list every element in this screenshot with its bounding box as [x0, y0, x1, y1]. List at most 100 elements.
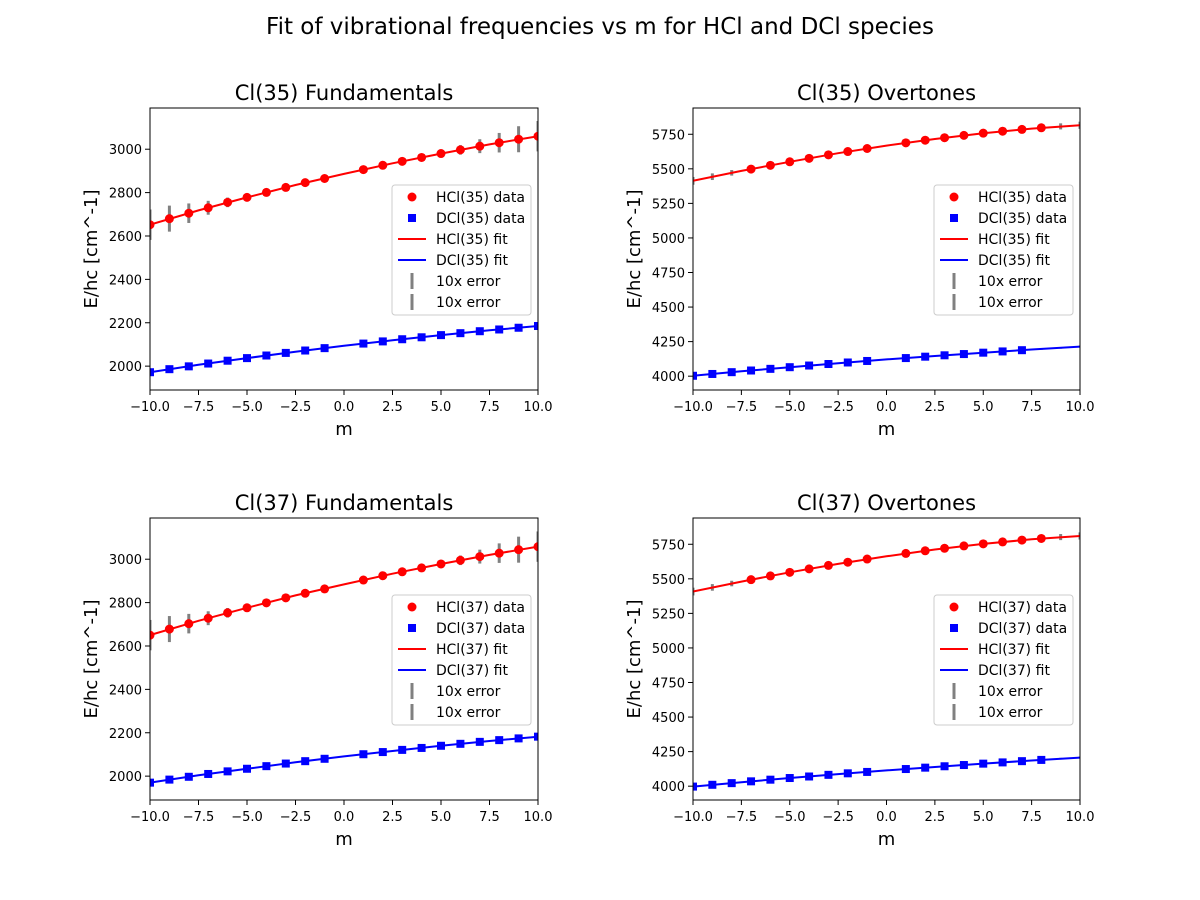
legend-box	[391, 184, 532, 316]
y-tick-label: 2000	[109, 770, 142, 785]
data-point	[378, 748, 387, 757]
data-point	[150, 220, 155, 230]
legend-marker	[950, 214, 958, 222]
legend-label: HCl(37) data	[978, 600, 1067, 616]
data-point	[959, 541, 969, 551]
data-point	[940, 133, 950, 143]
chart-title: Cl(37) Fundamentals	[235, 491, 454, 515]
y-axis-label: E/hc [cm^-1]	[81, 600, 102, 719]
x-tick-label: −5.0	[774, 810, 806, 825]
data-point	[727, 779, 736, 788]
y-tick-label: 4750	[652, 267, 685, 282]
x-tick-label: 10.0	[524, 400, 553, 415]
plot-area	[693, 532, 1080, 791]
data-point	[998, 126, 1008, 136]
data-point	[301, 757, 310, 766]
data-point	[862, 144, 872, 154]
data-point	[359, 750, 368, 759]
y-tick-label: 5750	[652, 128, 685, 143]
y-tick-label: 5250	[652, 607, 685, 622]
data-point	[281, 593, 291, 603]
data-point	[437, 331, 445, 340]
data-point	[417, 333, 426, 342]
fit-line	[693, 535, 1080, 593]
plot-area	[150, 121, 538, 377]
data-point	[979, 348, 988, 357]
chart-panel-1: Cl(35) Fundamentals −10.0 −7.5 −5.0 −2.5 0.0 2…	[81, 81, 552, 440]
y-axis-label: E/hc [cm^-1]	[624, 190, 645, 309]
data-point	[805, 361, 814, 370]
data-point	[455, 145, 465, 155]
legend-marker	[407, 602, 417, 612]
x-tick-label: 7.5	[479, 810, 500, 825]
data-point	[998, 758, 1007, 767]
data-point	[533, 131, 538, 141]
data-point	[165, 775, 174, 784]
data-point	[901, 548, 911, 558]
data-point	[398, 335, 407, 344]
data-point	[300, 588, 310, 598]
data-point	[300, 178, 310, 188]
data-point	[475, 737, 484, 746]
legend: HCl(35) data DCl(35) data HCl(35) fit DCl(3…	[933, 184, 1074, 316]
x-tick-label: −2.5	[280, 400, 312, 415]
legend-label: DCl(37) data	[978, 621, 1067, 637]
data-point	[150, 368, 154, 377]
y-tick-label: 5000	[652, 642, 685, 657]
data-point	[534, 322, 538, 331]
data-point	[262, 351, 271, 360]
x-tick-label: −10.0	[130, 810, 170, 825]
x-tick-label: 2.5	[382, 400, 403, 415]
y-tick-label: 5500	[652, 573, 685, 588]
legend-label: 10x error	[436, 274, 501, 290]
data-point	[843, 358, 852, 367]
x-tick-label: 10.0	[524, 810, 553, 825]
data-point	[320, 174, 330, 183]
data-point	[785, 363, 794, 372]
data-point	[708, 369, 717, 378]
y-tick-label: 2800	[109, 187, 142, 202]
data-point	[320, 344, 329, 353]
data-point	[437, 741, 445, 750]
fit-line	[693, 124, 1080, 182]
data-point	[708, 780, 717, 789]
chart-title: Cl(37) Overtones	[797, 491, 976, 515]
x-tick-label: −2.5	[280, 810, 312, 825]
legend-label: HCl(37) data	[436, 600, 525, 616]
data-point	[164, 214, 174, 224]
data-point	[998, 347, 1007, 356]
x-tick-label: 5.0	[431, 810, 452, 825]
data-point	[223, 767, 232, 776]
legend-label: HCl(35) fit	[436, 232, 508, 248]
x-tick-label: 2.5	[382, 810, 403, 825]
data-point	[1036, 123, 1046, 133]
data-point	[785, 567, 795, 577]
data-point	[494, 548, 504, 558]
data-point	[378, 160, 388, 170]
data-point	[766, 775, 775, 784]
data-point	[281, 759, 290, 768]
data-point	[397, 156, 407, 166]
data-point	[746, 164, 756, 174]
x-tick-label: 0.0	[334, 810, 355, 825]
data-point	[920, 135, 930, 145]
x-tick-label: 2.5	[925, 400, 946, 415]
data-point	[979, 759, 988, 768]
data-point	[901, 354, 910, 363]
data-point	[261, 187, 271, 197]
data-point	[184, 619, 194, 629]
legend-label: DCl(37) fit	[436, 663, 508, 679]
legend-marker	[950, 624, 958, 632]
data-point	[940, 351, 949, 360]
y-tick-label: 2000	[109, 360, 142, 375]
data-point	[281, 348, 290, 357]
data-point	[243, 764, 251, 773]
y-tick-label: 5250	[652, 197, 685, 212]
data-point	[358, 575, 368, 585]
y-tick-label: 5000	[652, 232, 685, 247]
data-point	[165, 365, 174, 374]
x-tick-label: 10.0	[1066, 400, 1095, 415]
y-tick-label: 2600	[109, 230, 142, 245]
data-point	[843, 769, 852, 778]
